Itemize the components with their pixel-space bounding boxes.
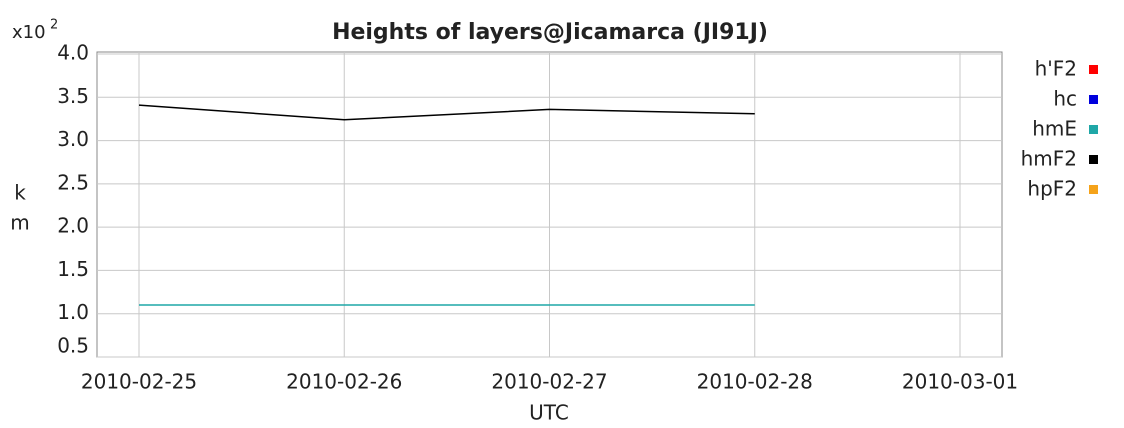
y-tick-label: 2.5	[57, 170, 89, 194]
x-axis-label: UTC	[529, 401, 569, 425]
y-tick-label: 3.0	[57, 127, 89, 151]
x-tick-label: 2010-03-01	[902, 370, 1018, 394]
x-tick-label: 2010-02-25	[81, 370, 197, 394]
y-tick-label: 3.5	[57, 84, 89, 108]
legend-label: hmF2	[1021, 147, 1077, 171]
legend-label: hc	[1053, 87, 1077, 111]
y-tick-label: 1.5	[57, 257, 89, 281]
chart-title: Heights of layers@Jicamarca (JI91J)	[332, 20, 768, 45]
y-axis-label: k	[14, 181, 26, 205]
legend-label: h'F2	[1035, 57, 1077, 81]
x-tick-label: 2010-02-27	[491, 370, 607, 394]
legend-swatch	[1089, 65, 1098, 74]
y-multiplier-exponent: 2	[50, 18, 58, 33]
y-multiplier: x10	[12, 22, 46, 43]
legend-swatch	[1089, 155, 1098, 164]
legend-swatch	[1089, 125, 1098, 134]
y-tick-label: 0.5	[57, 334, 89, 358]
legend-swatch	[1089, 95, 1098, 104]
y-tick-label: 1.0	[57, 300, 89, 324]
y-tick-label: 2.0	[57, 214, 89, 238]
y-axis-label: m	[10, 211, 29, 235]
legend-label: hmE	[1032, 117, 1077, 141]
series-line	[138, 104, 755, 121]
x-tick-label: 2010-02-26	[286, 370, 402, 394]
x-tick-label: 2010-02-28	[697, 370, 813, 394]
legend-label: hpF2	[1027, 177, 1077, 201]
y-tick-label: 4.0	[57, 41, 89, 65]
legend-swatch	[1089, 185, 1098, 194]
